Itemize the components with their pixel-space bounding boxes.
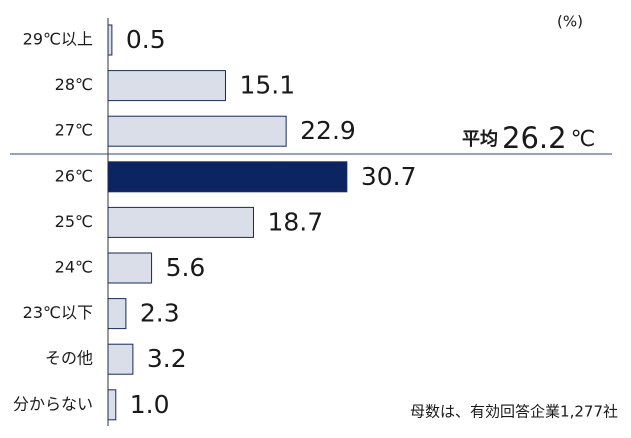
category-label: 29℃以上 — [23, 30, 93, 49]
bar — [107, 24, 113, 56]
unit-label: (%) — [557, 13, 583, 31]
category-label: その他 — [45, 349, 93, 368]
bar — [107, 298, 127, 330]
note: 母数は、有効回答企業1,277社 — [410, 403, 618, 421]
value-label: 2.3 — [140, 299, 180, 328]
value-label: 15.1 — [239, 71, 295, 100]
value-label: 22.9 — [300, 116, 356, 145]
bar — [107, 389, 117, 421]
average-annotation: 平均 26.2 ℃ — [462, 121, 595, 155]
value-label: 3.2 — [147, 344, 187, 373]
value-label: 0.5 — [126, 25, 166, 54]
bar — [107, 70, 226, 102]
bar — [107, 343, 134, 375]
average-value: 26.2 — [502, 121, 567, 155]
category-label: 25℃ — [55, 212, 93, 231]
category-label: 23℃以下 — [23, 303, 93, 322]
value-label: 5.6 — [166, 253, 206, 282]
value-label: 1.0 — [130, 390, 170, 419]
category-label: 28℃ — [55, 75, 93, 94]
bar — [107, 161, 348, 193]
average-label: 平均 — [462, 128, 498, 150]
category-label: 分からない — [13, 394, 93, 413]
value-label: 18.7 — [267, 207, 323, 236]
bar — [107, 115, 287, 147]
bar — [107, 206, 254, 238]
value-label: 30.7 — [361, 162, 417, 191]
category-label: 27℃ — [55, 121, 93, 140]
bar — [107, 252, 153, 284]
category-label: 24℃ — [55, 258, 93, 277]
category-label: 26℃ — [55, 166, 93, 185]
average-unit: ℃ — [571, 127, 596, 152]
